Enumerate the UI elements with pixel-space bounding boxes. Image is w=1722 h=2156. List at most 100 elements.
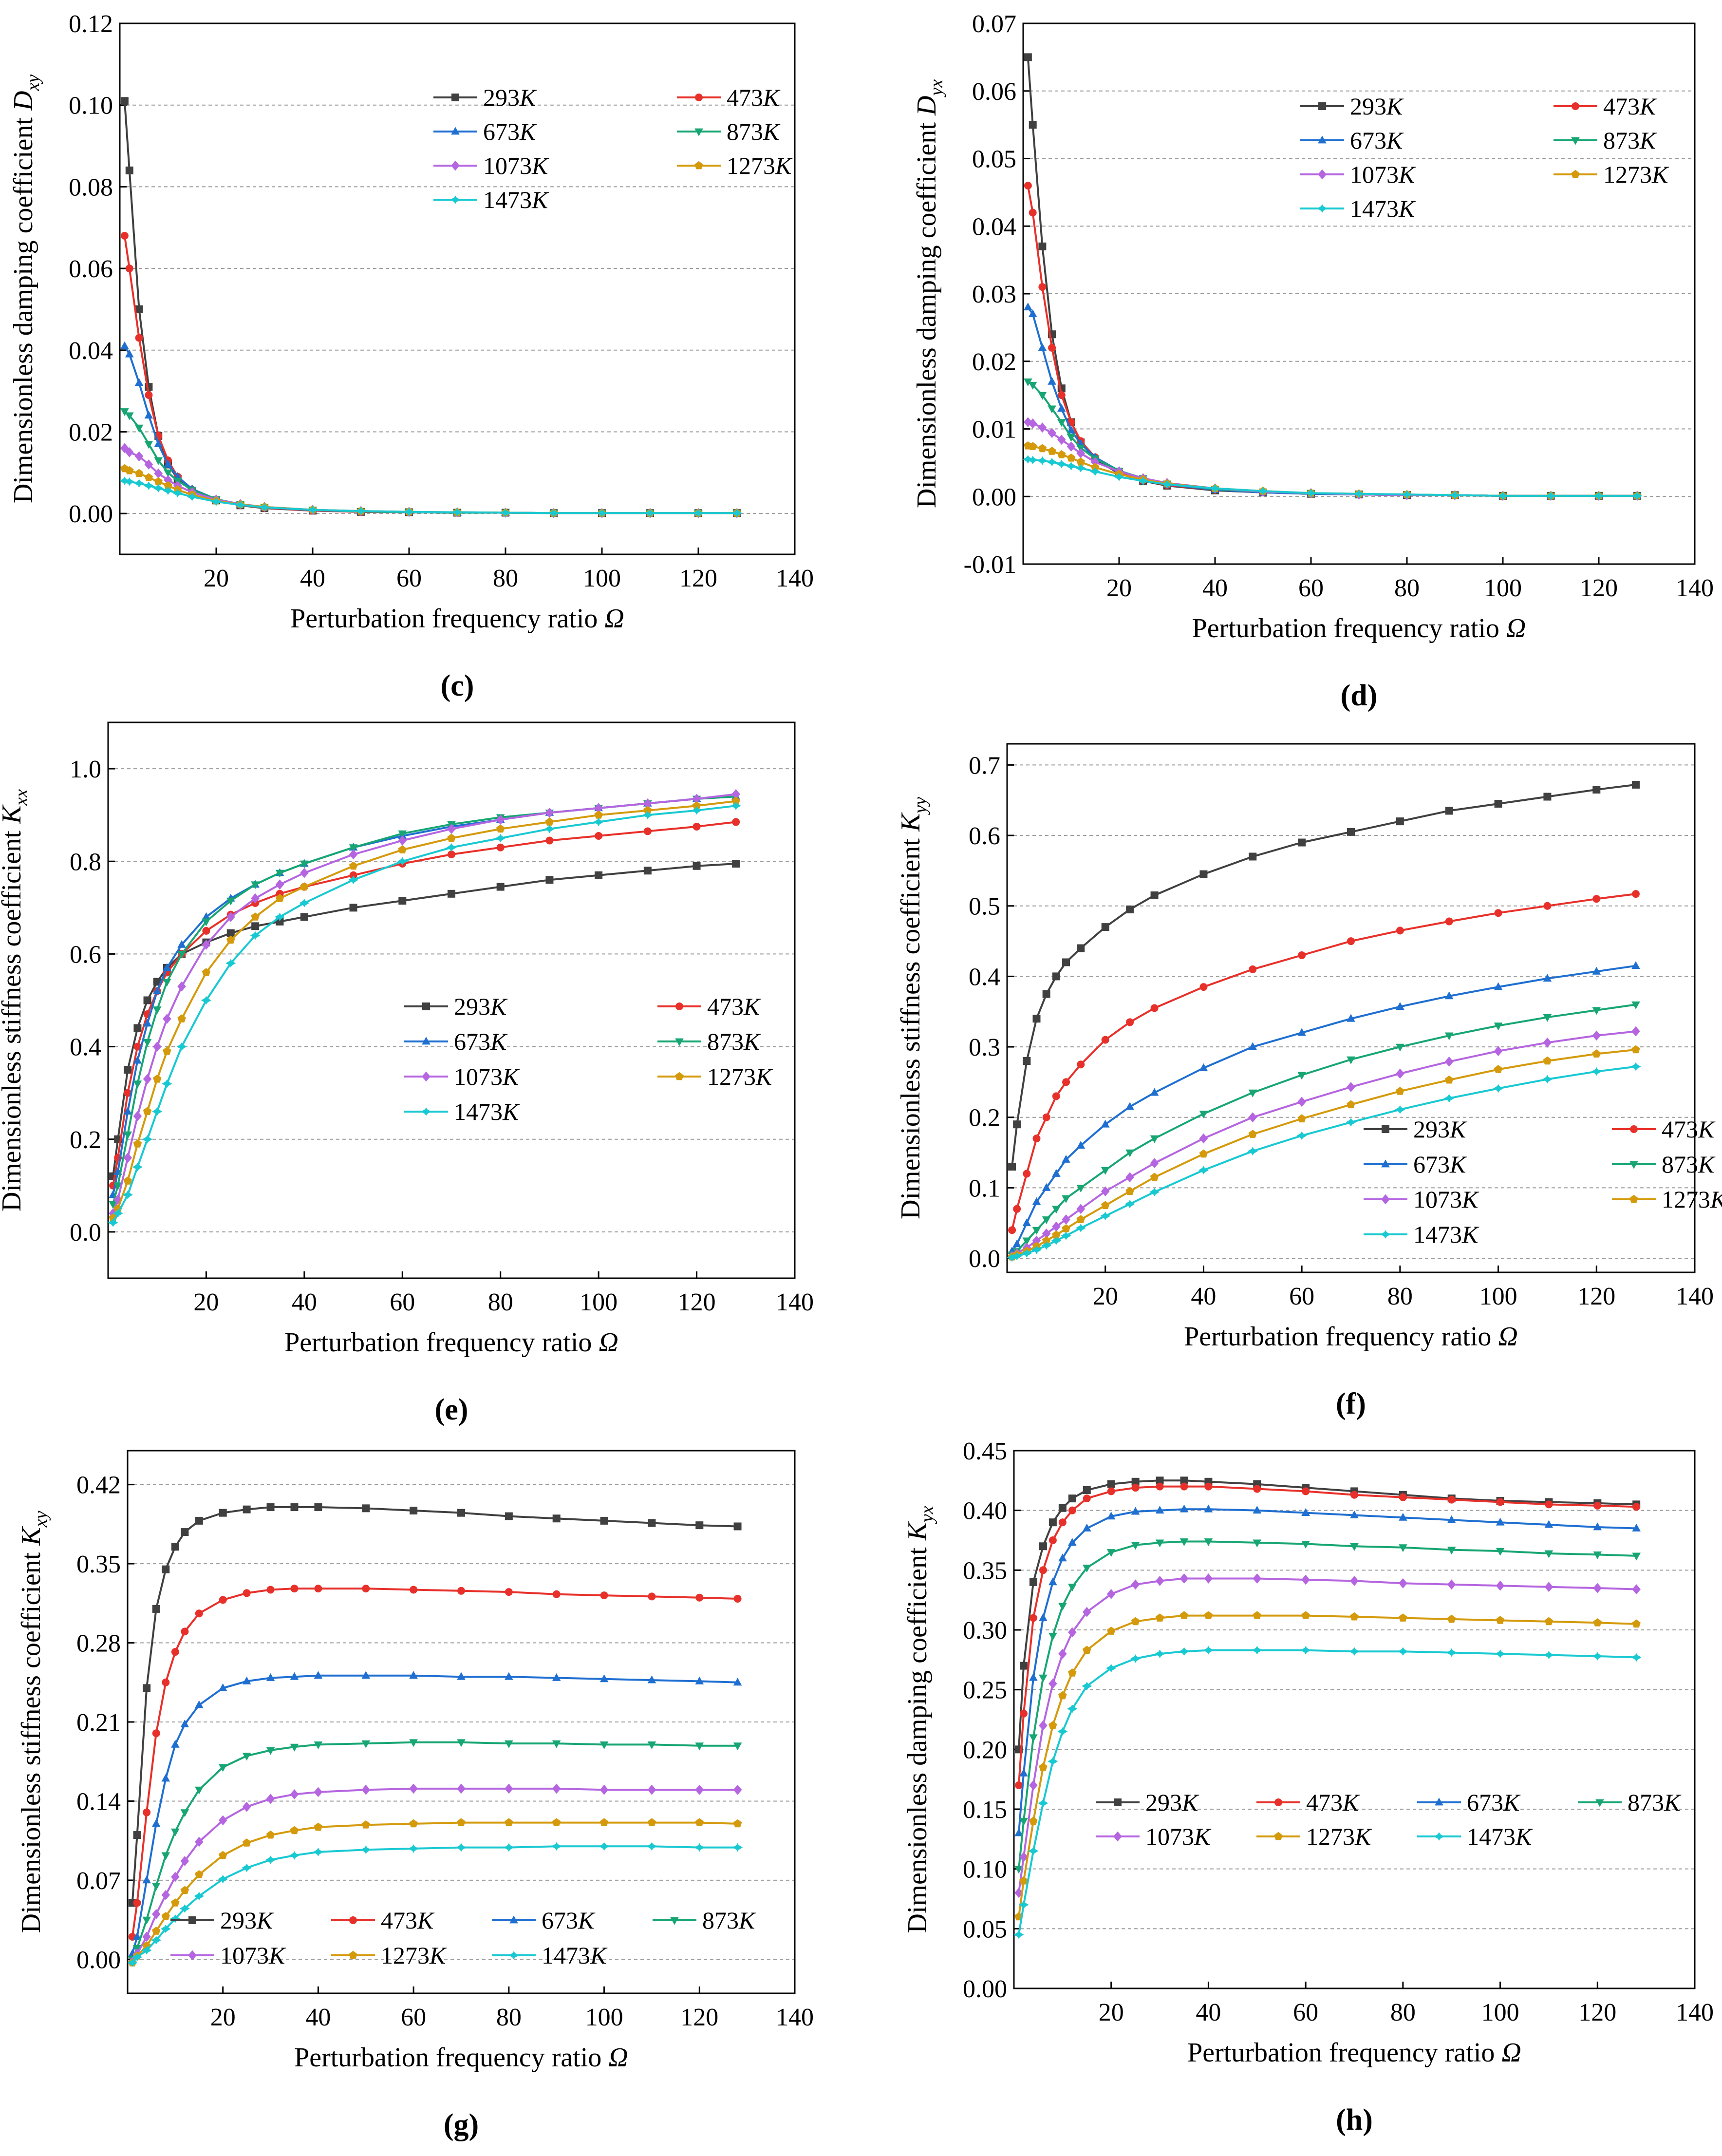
data-point — [593, 817, 604, 827]
data-point — [457, 1739, 466, 1747]
data-point — [505, 1818, 513, 1826]
data-point — [1204, 1611, 1213, 1619]
data-point — [695, 1521, 704, 1530]
data-point — [226, 929, 235, 937]
legend-marker — [1595, 1799, 1604, 1807]
legend-label: 1273K — [1306, 1823, 1372, 1850]
data-point — [648, 1592, 656, 1601]
data-point — [1058, 1691, 1067, 1700]
x-tick-label: 40 — [1202, 574, 1228, 602]
legend-item: 673K — [433, 118, 537, 145]
data-point — [732, 1843, 743, 1852]
series-1273K — [1008, 1045, 1640, 1261]
data-point — [732, 818, 740, 826]
data-point — [152, 1107, 163, 1116]
data-point — [133, 1139, 142, 1148]
legend-label: 1473K — [1413, 1221, 1479, 1248]
y-axis-label: Dimensionless stiffness coefficient Kxx — [0, 789, 32, 1211]
data-point — [1301, 1574, 1310, 1585]
legend-marker — [1274, 1798, 1282, 1806]
data-point — [1258, 487, 1268, 495]
data-point — [1038, 283, 1047, 291]
data-point — [177, 951, 186, 959]
data-point — [1024, 53, 1032, 61]
legend-marker — [349, 1916, 357, 1924]
data-point — [409, 1819, 418, 1828]
data-point — [1444, 1057, 1454, 1067]
legend-item: 1273K — [657, 1063, 773, 1090]
data-point — [1048, 344, 1056, 352]
y-tick-label: 0.00 — [69, 500, 113, 528]
data-point — [447, 833, 456, 842]
legend-marker — [1318, 102, 1326, 110]
data-point — [1444, 1032, 1454, 1040]
legend-marker — [188, 1950, 197, 1961]
data-point — [545, 817, 554, 826]
data-point — [1543, 1038, 1552, 1048]
data-point — [1048, 1679, 1057, 1689]
data-point — [152, 1927, 161, 1935]
x-tick-label: 120 — [680, 2004, 718, 2031]
data-point — [1248, 1089, 1257, 1097]
legend-marker — [675, 1002, 683, 1010]
data-point — [300, 913, 308, 921]
data-point — [143, 1107, 152, 1116]
data-point — [1082, 1682, 1092, 1691]
y-tick-label: 0.4 — [969, 963, 1000, 991]
legend-label: 293K — [454, 993, 508, 1020]
y-tick-label: 0.42 — [76, 1472, 121, 1499]
x-axis-label: Perturbation frequency ratio Ω — [1192, 613, 1526, 643]
data-point — [1198, 1166, 1209, 1174]
x-tick-label: 120 — [1580, 574, 1618, 602]
data-point — [1447, 1579, 1456, 1590]
data-point — [361, 1671, 371, 1679]
data-point — [1039, 1613, 1048, 1621]
legend-marker — [1318, 135, 1327, 144]
data-point — [1019, 1768, 1028, 1777]
data-point — [275, 870, 284, 878]
legend-item: 1473K — [1417, 1823, 1533, 1850]
legend-label: 293K — [1413, 1116, 1467, 1143]
data-point — [1042, 1113, 1050, 1121]
data-point — [398, 835, 407, 846]
data-point — [153, 1074, 162, 1083]
data-point — [1447, 1495, 1456, 1504]
legend-item: 473K — [1256, 1789, 1360, 1816]
data-point — [361, 1740, 371, 1748]
data-point — [1007, 1253, 1017, 1262]
series-293K — [1008, 780, 1640, 1171]
legend-item: 293K — [1300, 93, 1404, 120]
data-point — [1048, 428, 1056, 438]
legend-marker — [1571, 170, 1580, 178]
data-point — [1125, 1149, 1134, 1157]
legend-marker — [1629, 1194, 1638, 1203]
data-point — [1052, 1230, 1061, 1239]
legend-label: 873K — [727, 118, 781, 145]
x-tick-label: 40 — [1191, 1283, 1216, 1310]
legend-item: 1073K — [433, 152, 549, 179]
x-tick-label: 40 — [1196, 1999, 1221, 2026]
data-point — [695, 1742, 704, 1751]
series-line — [1027, 185, 1637, 497]
series-673K — [128, 1671, 742, 1957]
data-point — [120, 443, 129, 454]
data-point — [1125, 1172, 1134, 1183]
data-point — [1445, 1075, 1454, 1084]
legend-item: 1273K — [1612, 1186, 1722, 1213]
data-point — [733, 1678, 742, 1686]
y-tick-label: 0.06 — [69, 255, 113, 283]
data-point — [1347, 1056, 1355, 1064]
data-point — [693, 862, 701, 870]
y-tick-label: 0.05 — [963, 1915, 1007, 1943]
legend-item: 293K — [170, 1907, 274, 1934]
data-point — [695, 1676, 704, 1684]
data-point — [597, 509, 607, 518]
chart-panel-e: 0.0 0.2 0.4 0.6 0.8 1.0 20 40 60 80 100 120 140 Pertu… — [0, 721, 814, 1426]
y-tick-label: 0.35 — [963, 1557, 1007, 1585]
data-point — [1062, 1078, 1070, 1086]
data-point — [1083, 1645, 1091, 1654]
data-point — [1632, 492, 1643, 500]
data-point — [314, 1503, 322, 1512]
data-point — [251, 912, 260, 921]
y-axis-label: Dimensionless stiffness coefficient Kxy — [16, 1511, 51, 1933]
